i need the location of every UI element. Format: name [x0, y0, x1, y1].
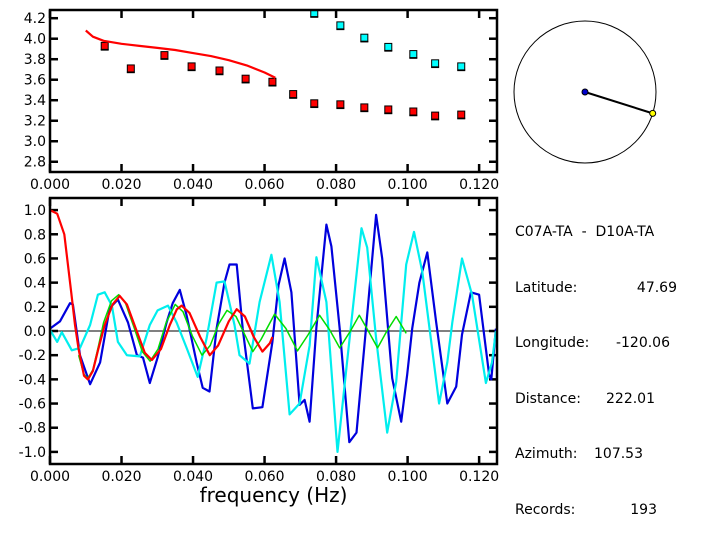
data-point: [360, 103, 369, 112]
figure: 0.000 0.020 0.040 0.060 0.080 0.100 0.120 4.2 4.…: [19, 8, 657, 507]
bottom-x-tick-label: 0.100: [388, 469, 428, 485]
data-point: [241, 74, 250, 83]
data-point: [310, 99, 319, 108]
top-x-tick-label: 0.120: [459, 177, 499, 193]
remote-station-marker: [649, 109, 657, 117]
bottom-y-tick-label: -0.6: [19, 397, 46, 413]
info-label: Longitude:: [515, 335, 590, 351]
bottom-y-tick-label: 0.8: [24, 227, 46, 243]
info-value: 107.53: [594, 446, 643, 462]
top-y-tick-label: 2.8: [24, 155, 46, 171]
azimuth-line: [584, 91, 654, 115]
data-point: [384, 42, 393, 51]
station-info-panel: C07A-TA - D10A-TA Latitude: 47.69 Longitu…: [515, 186, 677, 538]
info-label: Distance:: [515, 390, 581, 407]
info-azimuth: Azimuth: 107.53: [515, 445, 677, 464]
top-x-tick-label: 0.060: [245, 177, 285, 193]
data-point: [360, 33, 369, 42]
data-point: [431, 111, 440, 120]
info-label: Records:: [515, 501, 576, 518]
top-plot-frame: [48, 8, 499, 174]
top-y-tick-label: 3.0: [24, 134, 46, 150]
top-x-tick-label: 0.040: [173, 177, 213, 193]
top-y-tick-label: 4.2: [24, 11, 46, 27]
bottom-x-tick-label: 0.000: [30, 469, 70, 485]
bottom-x-tick-label: 0.040: [173, 469, 213, 485]
data-point: [457, 110, 466, 119]
bottom-y-tick-label: -0.8: [19, 421, 46, 437]
info-distance: Distance: 222.01: [515, 390, 677, 409]
top-x-tick-label: 0.020: [101, 177, 141, 193]
data-point: [289, 90, 298, 99]
top-y-tick-label: 3.6: [24, 73, 46, 89]
bottom-x-tick-label: 0.120: [459, 469, 499, 485]
bottom-x-tick-label: 0.020: [101, 469, 141, 485]
info-value: 222.01: [606, 390, 655, 407]
bottom-y-tick-label: -0.4: [19, 372, 46, 388]
bottom-y-tick-label: 0.4: [24, 276, 46, 292]
data-point: [187, 62, 196, 71]
map-circle: [513, 20, 657, 164]
top-x-tick-label: 0.000: [30, 177, 70, 193]
top-y-tick-label: 3.8: [24, 52, 46, 68]
x-axis-label: frequency (Hz): [200, 483, 348, 507]
bottom-y-tick-label: 1.0: [24, 203, 46, 219]
top-x-tick-label: 0.100: [388, 177, 428, 193]
bottom-x-tick-label: 0.080: [316, 469, 356, 485]
bottom-y-tick-label: -1.0: [19, 445, 46, 461]
bottom-x-tick-label: 0.060: [245, 469, 285, 485]
data-point: [409, 107, 418, 116]
info-value: 47.69: [636, 279, 677, 296]
data-point: [384, 105, 393, 114]
top-y-tick-label: 4.0: [24, 32, 46, 48]
bottom-series-line-1: [49, 227, 497, 453]
data-point: [336, 21, 345, 30]
station-pair: C07A-TA - D10A-TA: [515, 224, 655, 240]
top-series-line-2: [85, 29, 276, 79]
bottom-y-tick-label: 0.2: [24, 300, 46, 316]
data-point: [160, 51, 169, 60]
bottom-y-tick-label: -0.2: [19, 348, 46, 364]
bottom-series-line-3: [49, 209, 274, 381]
data-point: [126, 64, 135, 73]
info-latitude: Latitude: 47.69: [515, 279, 677, 298]
info-longitude: Longitude: -120.06: [515, 334, 677, 353]
center-station-marker: [581, 88, 589, 96]
data-point: [268, 77, 277, 86]
top-y-tick-label: 3.2: [24, 114, 46, 130]
data-point: [336, 100, 345, 109]
data-point: [100, 41, 109, 50]
bottom-y-tick-label: 0.6: [24, 251, 46, 267]
bottom-series-line-2: [77, 293, 407, 379]
top-y-tick-label: 3.4: [24, 93, 46, 109]
info-label: Azimuth:: [515, 446, 578, 462]
top-x-tick-label: 0.080: [316, 177, 356, 193]
data-point: [215, 66, 224, 75]
bottom-y-tick-label: 0.0: [24, 324, 46, 340]
info-value: -120.06: [615, 335, 670, 351]
data-point: [457, 62, 466, 71]
data-point: [409, 50, 418, 59]
info-label: Latitude:: [515, 279, 578, 296]
info-records: Records: 193: [515, 501, 677, 520]
info-value: 193: [630, 501, 657, 518]
bottom-plot-frame: [48, 196, 499, 466]
data-point: [431, 59, 440, 68]
